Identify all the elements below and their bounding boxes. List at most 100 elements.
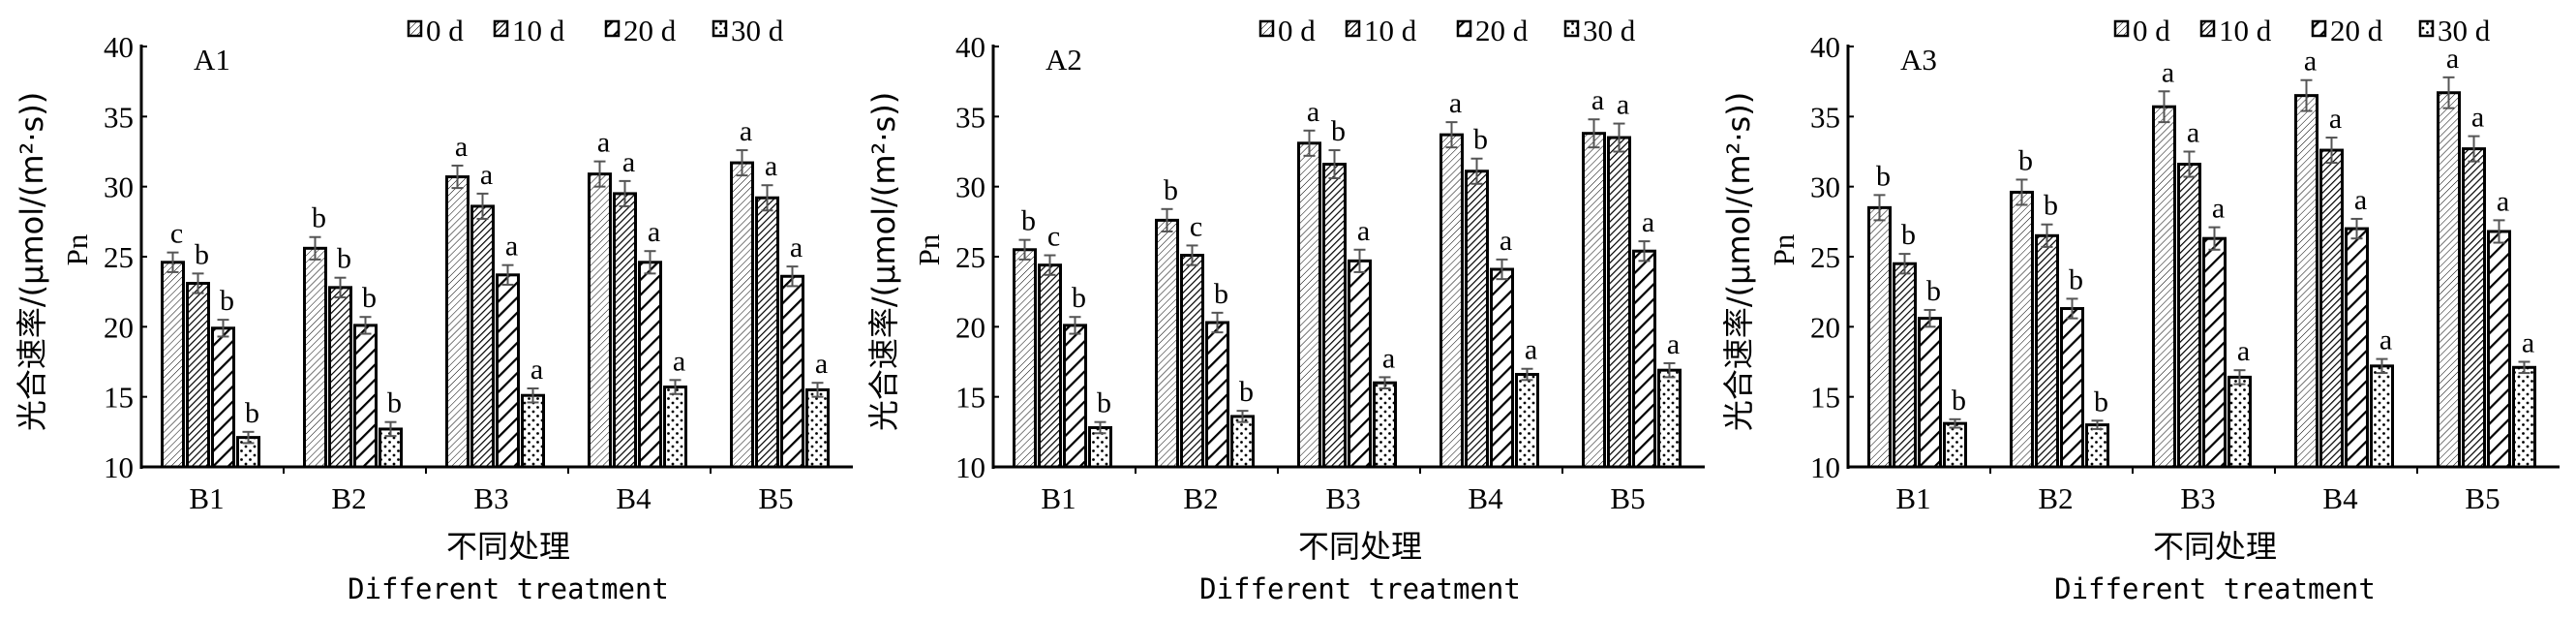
bar-0d-B4 — [1440, 133, 1464, 469]
y-tick-label: 10 — [955, 450, 985, 484]
y-axis-title-en: Pn — [1767, 233, 1801, 265]
significance-letter: a — [1642, 206, 1654, 238]
x-axis-title-en: Different treatment — [1199, 572, 1521, 605]
y-tick-label: 25 — [1810, 240, 1840, 274]
legend-label: 20 d — [623, 14, 677, 47]
x-tick-label: B4 — [2322, 481, 2358, 515]
bar-10d-B5 — [755, 196, 779, 469]
x-tick-label: B5 — [1610, 481, 1645, 515]
significance-letter: b — [2069, 263, 2083, 295]
significance-letter: a — [622, 146, 635, 178]
bar-0d-B1 — [1867, 205, 1892, 469]
bar-10d-B1 — [1038, 263, 1062, 469]
x-axis-title: 不同处理 — [2153, 528, 2277, 565]
significance-letter: a — [480, 159, 493, 191]
y-axis-title: 光合速率/(μmol/(m²·s)) — [865, 92, 902, 431]
y-tick-label: 30 — [1810, 170, 1840, 204]
significance-letter: a — [648, 216, 660, 248]
legend-swatch — [1258, 19, 1275, 38]
y-tick-label: 20 — [104, 310, 134, 344]
significance-letter: a — [2497, 185, 2509, 217]
y-axis-title: 光合速率/(μmol/(m²·s)) — [14, 92, 50, 431]
x-axis-title: 不同处理 — [446, 528, 570, 565]
bar-10d-B5 — [2462, 147, 2486, 469]
bar-30d-B3 — [2227, 375, 2252, 469]
bar-30d-B5 — [1657, 368, 1682, 469]
legend-swatch — [712, 19, 728, 38]
legend-swatch — [2418, 19, 2435, 38]
y-tick-label: 35 — [955, 100, 985, 134]
y-tick-label: 15 — [104, 381, 134, 415]
bar-0d-B3 — [445, 175, 470, 469]
x-tick-label: B5 — [758, 481, 793, 515]
x-tick-label: B5 — [2465, 481, 2500, 515]
bar-20d-B1 — [1918, 317, 1942, 469]
bar-0d-B1 — [1013, 248, 1037, 469]
bar-10d-B3 — [470, 204, 495, 469]
bar-30d-B4 — [1515, 373, 1539, 469]
significance-letter: c — [170, 218, 183, 250]
significance-letter: b — [1926, 275, 1941, 307]
bar-20d-B5 — [1632, 249, 1656, 469]
legend-label: 20 d — [2330, 14, 2383, 47]
panel-label: A2 — [1046, 43, 1082, 77]
y-axis-title: 光合速率/(μmol/(m²·s)) — [1720, 92, 1757, 431]
significance-letter: a — [673, 345, 685, 377]
bar-0d-B5 — [2437, 91, 2461, 469]
bar-20d-B1 — [211, 326, 235, 469]
panel-label: A1 — [194, 43, 230, 77]
significance-letter: a — [765, 150, 777, 182]
x-axis-title-en: Different treatment — [348, 572, 669, 605]
y-axis-title-en: Pn — [60, 233, 94, 265]
x-tick-label: B3 — [2180, 481, 2215, 515]
significance-letter: a — [815, 348, 828, 380]
bar-30d-B1 — [1943, 421, 1967, 469]
x-tick-label: B2 — [331, 481, 366, 515]
significance-letter: b — [2018, 144, 2033, 176]
significance-letter: b — [1214, 278, 1228, 310]
significance-letter: b — [1164, 174, 1178, 206]
legend-label: 10 d — [2219, 14, 2272, 47]
significance-letter: a — [505, 231, 518, 263]
bar-10d-B4 — [613, 192, 637, 469]
legend-label: 10 d — [512, 14, 565, 47]
significance-letter: a — [1591, 84, 1604, 116]
x-tick-label: B1 — [1895, 481, 1930, 515]
legend-swatch — [407, 19, 423, 38]
significance-letter: a — [2304, 46, 2317, 77]
bar-0d-B5 — [730, 161, 754, 469]
bar-10d-B3 — [2177, 163, 2201, 469]
significance-letter: a — [790, 232, 803, 263]
significance-letter: b — [2094, 386, 2108, 417]
legend-label: 0 d — [2133, 14, 2170, 47]
bar-20d-B4 — [638, 261, 662, 469]
significance-letter: b — [195, 238, 209, 270]
panel-label: A3 — [1900, 43, 1937, 77]
bar-20d-B5 — [780, 274, 804, 469]
significance-letter: b — [312, 202, 326, 234]
significance-letter: b — [1876, 160, 1891, 192]
bar-10d-B2 — [1180, 254, 1204, 469]
significance-letter: b — [1097, 387, 1111, 419]
significance-letter: b — [245, 397, 259, 429]
y-tick-label: 25 — [955, 240, 985, 274]
bar-30d-B5 — [805, 387, 830, 469]
bar-20d-B2 — [1205, 321, 1229, 469]
significance-letter: b — [1239, 376, 1254, 408]
legend-label: 0 d — [1278, 14, 1316, 47]
significance-letter: a — [2212, 193, 2225, 225]
bar-30d-B3 — [1373, 381, 1397, 469]
significance-letter: a — [597, 127, 610, 159]
significance-letter: b — [387, 387, 402, 419]
significance-letter: c — [1190, 210, 1202, 242]
x-tick-label: B4 — [616, 481, 652, 515]
significance-letter: a — [2237, 335, 2250, 367]
significance-letter: a — [1382, 342, 1395, 374]
legend-swatch — [1456, 19, 1472, 38]
y-tick-label: 35 — [104, 100, 134, 134]
y-tick-label: 10 — [104, 450, 134, 484]
significance-letter: b — [1331, 115, 1346, 147]
significance-letter: a — [1500, 225, 1512, 257]
